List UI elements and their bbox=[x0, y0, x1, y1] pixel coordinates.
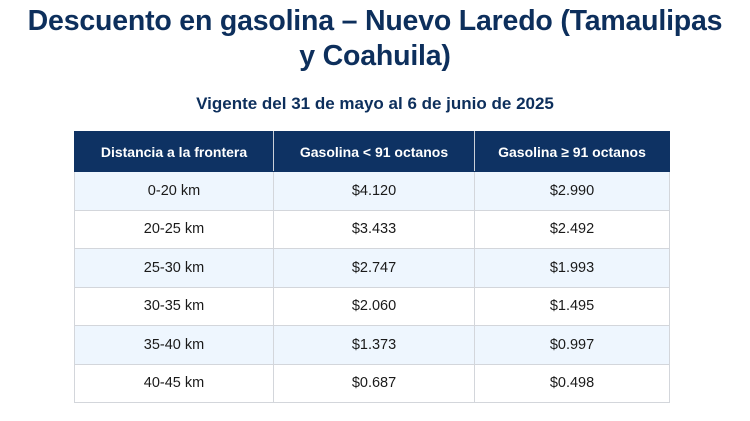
premium-discount-cell: $1.993 bbox=[474, 248, 670, 288]
title-line-2: y Coahuila) bbox=[299, 40, 451, 72]
premium-discount-cell: $2.492 bbox=[474, 209, 670, 249]
regular-discount-cell: $4.120 bbox=[273, 171, 475, 211]
regular-discount-cell: $3.433 bbox=[273, 209, 475, 249]
column-header-regular: Gasolina < 91 octanos bbox=[273, 131, 475, 172]
distance-cell: 20-25 km bbox=[74, 209, 274, 249]
table-row: 40-45 km $0.687 $0.498 bbox=[74, 363, 670, 403]
table-header: Distancia a la frontera Gasolina < 91 oc… bbox=[74, 131, 670, 172]
premium-discount-cell: $0.498 bbox=[474, 363, 670, 403]
premium-discount-cell: $1.495 bbox=[474, 286, 670, 326]
table-row: 30-35 km $2.060 $1.495 bbox=[74, 286, 670, 326]
title-line-1: Descuento en gasolina – Nuevo Laredo (Ta… bbox=[27, 5, 723, 37]
column-header-premium: Gasolina ≥ 91 octanos bbox=[474, 131, 670, 172]
table-row: 0-20 km $4.120 $2.990 bbox=[74, 171, 670, 211]
validity-subtitle: Vigente del 31 de mayo al 6 de junio de … bbox=[196, 94, 554, 113]
distance-cell: 0-20 km bbox=[74, 171, 274, 211]
discount-table: Distancia a la frontera Gasolina < 91 oc… bbox=[74, 131, 670, 403]
table-row: 25-30 km $2.747 $1.993 bbox=[74, 248, 670, 288]
table-body: 0-20 km $4.120 $2.990 20-25 km $3.433 $2… bbox=[74, 171, 670, 403]
header-row: Distancia a la frontera Gasolina < 91 oc… bbox=[74, 131, 670, 172]
premium-discount-cell: $0.997 bbox=[474, 325, 670, 365]
distance-cell: 25-30 km bbox=[74, 248, 274, 288]
regular-discount-cell: $2.060 bbox=[273, 286, 475, 326]
distance-cell: 35-40 km bbox=[74, 325, 274, 365]
column-header-distance: Distancia a la frontera bbox=[74, 131, 274, 172]
regular-discount-cell: $0.687 bbox=[273, 363, 475, 403]
page-title: Descuento en gasolina – Nuevo Laredo (Ta… bbox=[0, 4, 750, 74]
regular-discount-cell: $2.747 bbox=[273, 248, 475, 288]
regular-discount-cell: $1.373 bbox=[273, 325, 475, 365]
distance-cell: 30-35 km bbox=[74, 286, 274, 326]
table-row: 35-40 km $1.373 $0.997 bbox=[74, 325, 670, 365]
premium-discount-cell: $2.990 bbox=[474, 171, 670, 211]
distance-cell: 40-45 km bbox=[74, 363, 274, 403]
table-row: 20-25 km $3.433 $2.492 bbox=[74, 209, 670, 249]
